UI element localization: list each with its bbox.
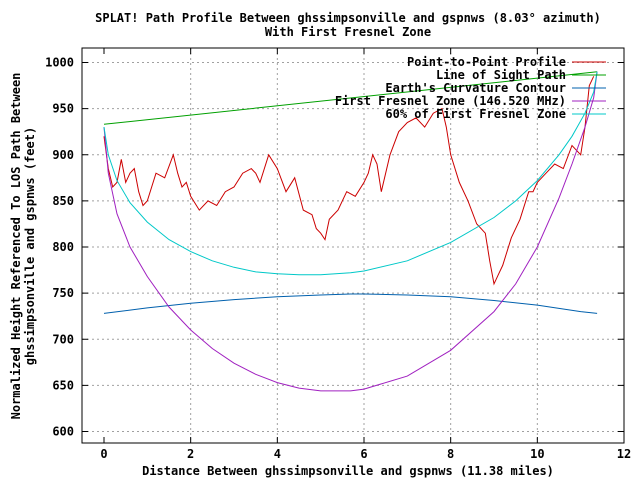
x-tick-label: 10 [530,447,544,461]
y-tick-label: 600 [52,425,74,439]
y-tick-label: 850 [52,194,74,208]
series-line-line-of-sight-path [103,71,598,125]
x-tick-label: 8 [447,447,454,461]
grid-lines [82,48,624,443]
y-tick-label: 650 [52,378,74,392]
series-line-point-to-point-profile [103,76,595,286]
legend-label-earth-s-curvature-contour: Earth's Curvature Contour [385,81,566,95]
chart-title: SPLAT! Path Profile Between ghssimpsonvi… [95,11,601,25]
series-group [103,71,598,392]
series-line-earth-s-curvature-contour [103,293,598,314]
series-line-60-of-first-fresnel-zone [103,71,598,276]
legend-label-60-of-first-fresnel-zone: 60% of First Fresnel Zone [385,107,566,121]
y-tick-label: 750 [52,286,74,300]
legend-label-point-to-point-profile: Point-to-Point Profile [407,55,566,69]
legend-label-line-of-sight-path: Line of Sight Path [436,68,566,82]
x-axis-label: Distance Between ghssimpsonville and gsp… [142,464,554,478]
legend-label-first-fresnel-zone-146-520-mhz: First Fresnel Zone (146.520 MHz) [335,94,566,108]
chart-subtitle: With First Fresnel Zone [265,25,431,39]
axis-ticks: 0 2 4 6 8 10 12 600 650 700 750 800 850 900 950 1000 [45,48,631,461]
x-tick-label: 12 [617,447,631,461]
series-line-first-fresnel-zone-146-520-mhz [103,71,598,392]
x-tick-label: 4 [274,447,281,461]
y-axis-label-line1: Normalized Height Referenced To LOS Path… [9,73,23,420]
plot-frame [81,47,625,444]
y-tick-label: 900 [52,148,74,162]
x-tick-label: 0 [100,447,107,461]
y-tick-label: 700 [52,332,74,346]
y-tick-label: 950 [52,102,74,116]
x-tick-label: 2 [187,447,194,461]
x-tick-label: 6 [360,447,367,461]
y-axis-label-line2: ghssimpsonville and gspnws (feet) [23,127,37,365]
y-tick-label: 1000 [45,56,74,70]
y-tick-label: 800 [52,240,74,254]
